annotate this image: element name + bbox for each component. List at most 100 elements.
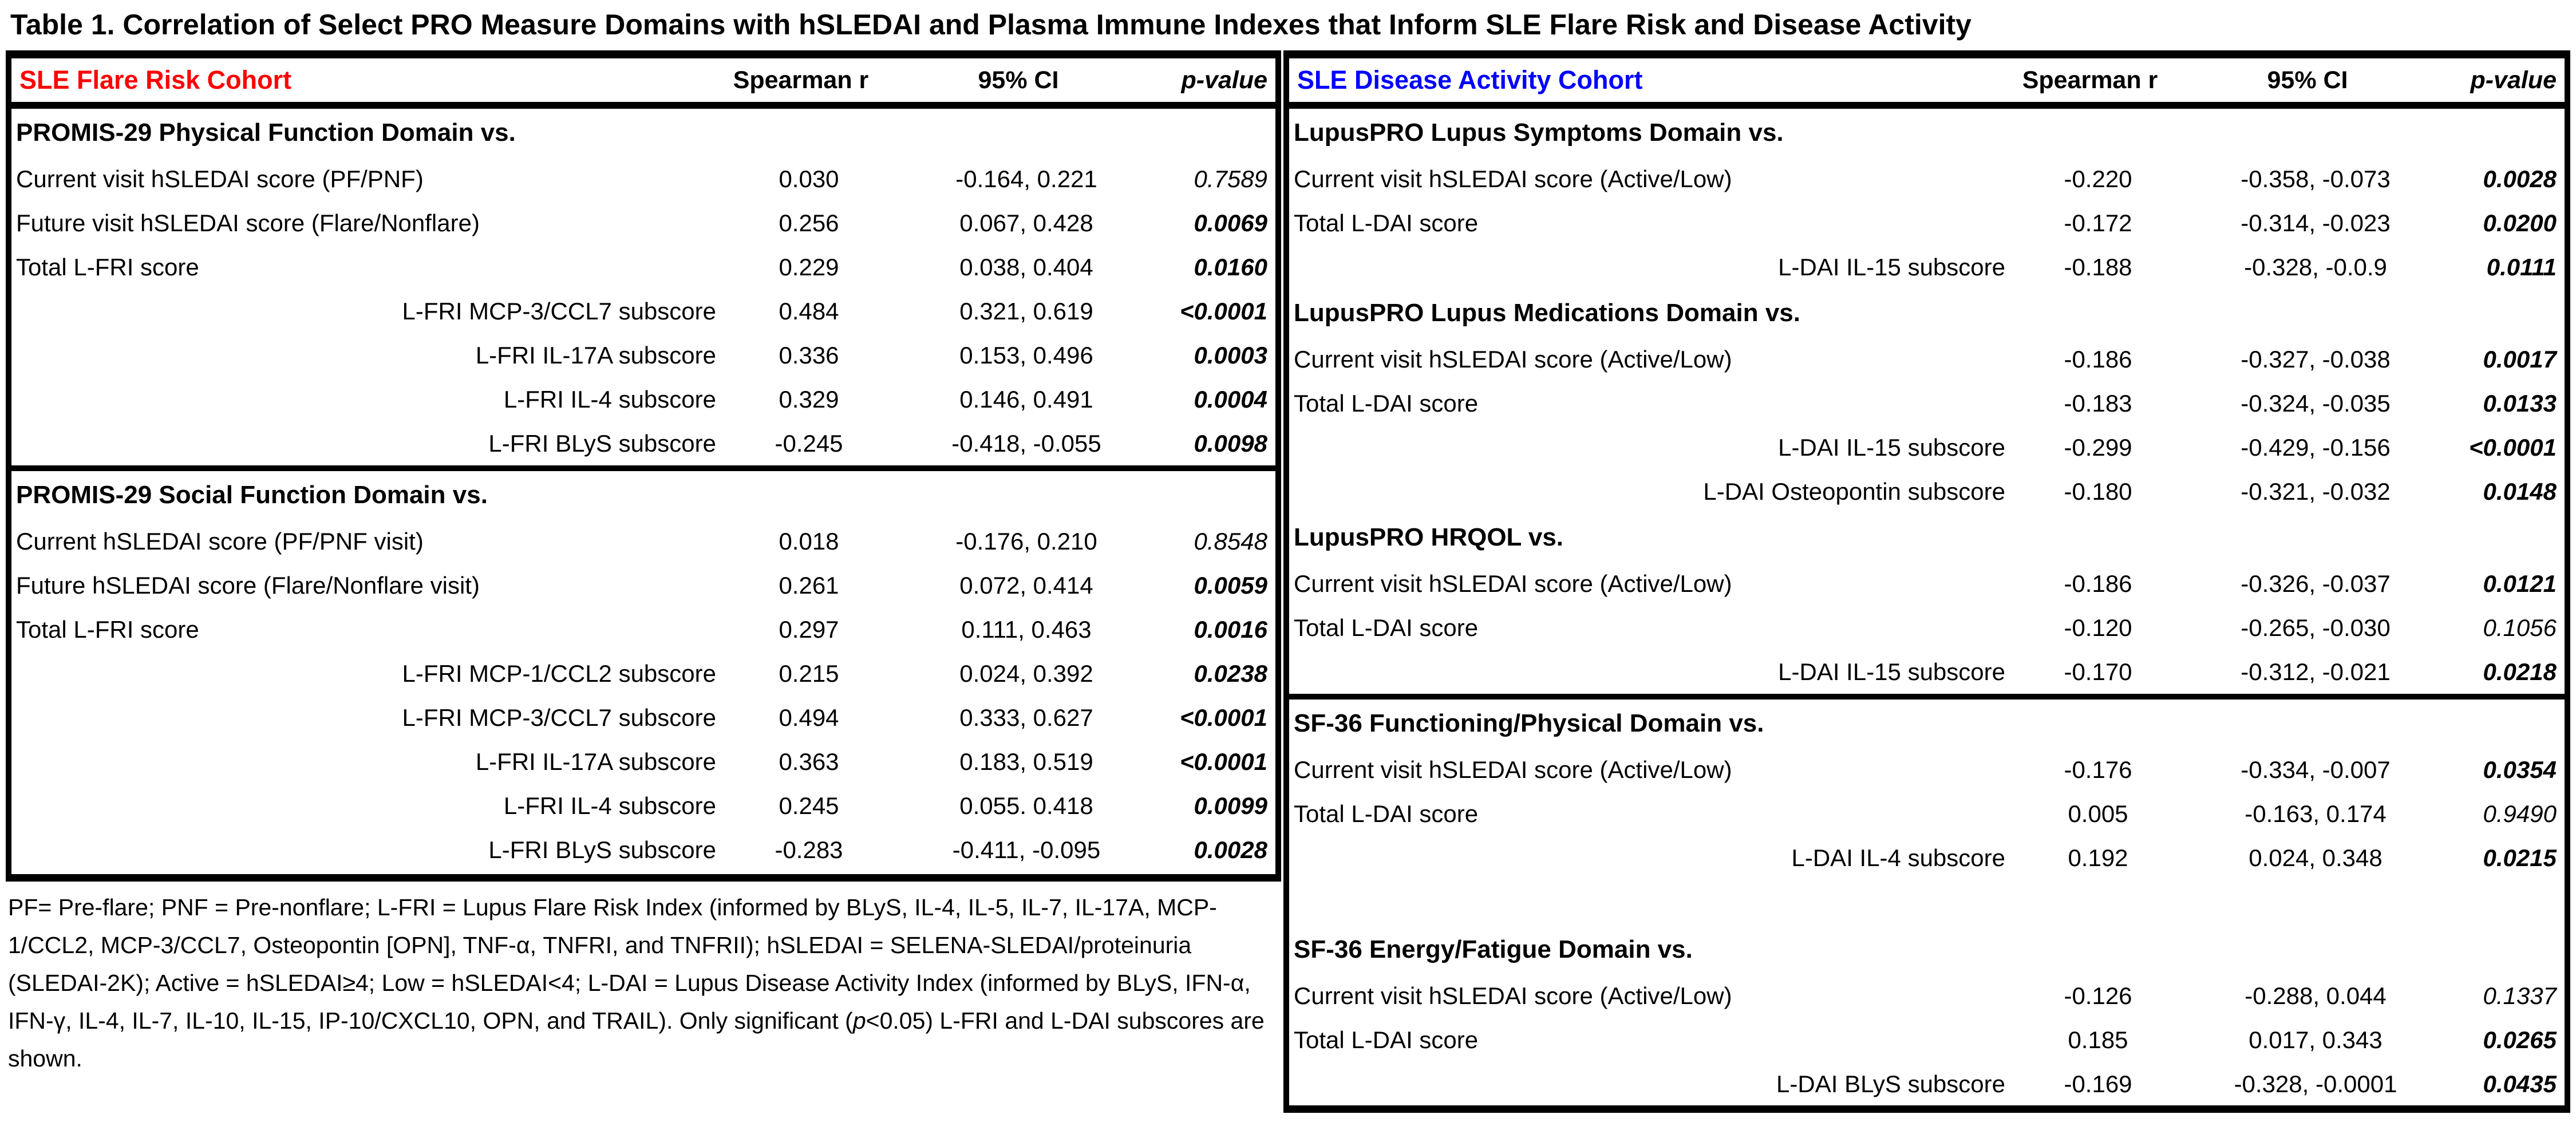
data-row: L-FRI IL-17A subscore 0.336 0.153, 0.496 0.…	[11, 333, 1275, 377]
ci-value: -0.314, -0.023	[2241, 209, 2391, 236]
p-value: 0.0354	[2483, 756, 2557, 783]
p-value: <0.0001	[2469, 433, 2557, 461]
row-label: Total L-DAI score	[1294, 614, 1479, 641]
p-value: 0.0004	[1194, 385, 1267, 413]
ci-value: 0.183, 0.519	[959, 748, 1093, 775]
col-header-95ci: 95% CI	[2267, 66, 2348, 94]
col-header-pvalue: p-value	[2470, 66, 2557, 94]
footnote-text-2: <0.05) L-FRI and L-DAI subscores are sho…	[8, 1007, 1265, 1072]
cohort-label-disease-activity: SLE Disease Activity Cohort	[1297, 65, 1643, 94]
section-header-row: SF-36 Energy/Fatigue Domain vs.	[1294, 935, 1693, 963]
p-value: 0.0215	[2483, 844, 2557, 871]
ci-value: -0.324, -0.035	[2241, 389, 2391, 417]
ci-value: -0.288, 0.044	[2245, 982, 2387, 1009]
section-header-row: LupusPRO HRQOL vs.	[1294, 523, 1564, 551]
spearman-value: 0.363	[779, 748, 839, 775]
spearman-value: -0.172	[2064, 209, 2132, 236]
spearman-value: -0.245	[775, 429, 843, 457]
ci-value: -0.358, -0.073	[2241, 165, 2391, 192]
ci-value: -0.328, -0.0001	[2234, 1070, 2397, 1097]
spearman-value: 0.005	[2068, 800, 2128, 827]
spearman-value: -0.220	[2064, 165, 2132, 192]
data-row: Current visit hSLEDAI score (PF/PNF) 0.03…	[11, 157, 1275, 201]
data-row: Total L-FRI score 0.297 0.111, 0.463 0.0016	[11, 607, 1275, 651]
ci-value: -0.326, -0.037	[2241, 570, 2391, 597]
p-value: 0.0238	[1194, 659, 1267, 687]
p-value: 0.0003	[1194, 341, 1267, 369]
ci-value: -0.321, -0.032	[2241, 477, 2391, 505]
spearman-value: -0.186	[2064, 345, 2132, 373]
col-header-pvalue: p-value	[1181, 66, 1267, 94]
p-value: <0.0001	[1180, 748, 1267, 775]
p-value: 0.0435	[2483, 1070, 2557, 1097]
ci-value: 0.055. 0.418	[959, 792, 1093, 819]
spearman-value: 0.030	[779, 165, 839, 192]
data-row: Total L-FRI score 0.229 0.038, 0.404 0.0160	[11, 245, 1275, 289]
table-title: Table 1. Correlation of Select PRO Measu…	[10, 9, 1971, 41]
data-row: Total L-DAI score -0.120 -0.265, -0.030 0.1…	[1289, 606, 2565, 650]
data-row: Current visit hSLEDAI score (Active/Low)…	[1289, 337, 2565, 381]
p-value: 0.0111	[2486, 253, 2557, 280]
row-label: L-DAI BLyS subscore	[1776, 1070, 2005, 1097]
ci-value: -0.328, -0.0.9	[2244, 253, 2387, 280]
p-value: 0.0133	[2483, 389, 2557, 417]
section-header-row: PROMIS-29 Physical Function Domain vs.	[16, 118, 516, 147]
row-label: Total L-DAI score	[1294, 209, 1479, 236]
ci-value: -0.418, -0.055	[951, 429, 1101, 457]
ci-value: -0.411, -0.095	[952, 836, 1101, 863]
data-row: Future visit hSLEDAI score (Flare/Nonfla…	[11, 201, 1275, 245]
row-label: Current visit hSLEDAI score (Active/Low)	[1294, 982, 1732, 1009]
data-row: L-DAI BLyS subscore -0.169 -0.328, -0.0001…	[1289, 1062, 2565, 1105]
spearman-value: -0.120	[2064, 614, 2132, 641]
data-row: Current visit hSLEDAI score (Active/Low)…	[1289, 157, 2565, 201]
data-row: Current hSLEDAI score (PF/PNF visit) 0.01…	[11, 519, 1275, 563]
ci-value: 0.024, 0.392	[959, 659, 1093, 687]
data-row: L-DAI IL-15 subscore -0.170 -0.312, -0.021…	[1289, 650, 2565, 694]
ci-value: 0.038, 0.404	[959, 253, 1093, 280]
data-row: L-DAI IL-4 subscore 0.192 0.024, 0.348 0.02…	[1289, 836, 2565, 880]
ci-value: 0.017, 0.343	[2249, 1026, 2383, 1053]
p-value: 0.0160	[1194, 253, 1267, 280]
spearman-value: -0.180	[2064, 477, 2132, 505]
footnote-text-1: PF= Pre-flare; PNF = Pre-nonflare; L-FRI…	[8, 894, 1251, 1034]
spearman-value: 0.494	[779, 704, 839, 731]
row-label: Total L-FRI score	[16, 253, 199, 280]
p-value: <0.0001	[1180, 297, 1267, 325]
flare-risk-table-body: PROMIS-29 Physical Function Domain vs. Cu…	[11, 109, 1275, 872]
row-label: Current visit hSLEDAI score (Active/Low)	[1294, 570, 1732, 597]
p-value: 0.0059	[1194, 571, 1267, 599]
row-label: Total L-DAI score	[1294, 800, 1479, 827]
p-value: 0.0017	[2483, 345, 2557, 373]
data-row: L-FRI MCP-1/CCL2 subscore 0.215 0.024, 0.3…	[11, 651, 1275, 696]
disease-activity-header-row: SLE Disease Activity Cohort Spearman r 9…	[1289, 58, 2565, 109]
ci-value: 0.072, 0.414	[959, 571, 1093, 599]
spearman-value: -0.170	[2064, 658, 2132, 685]
ci-value: 0.153, 0.496	[959, 341, 1093, 369]
data-row: L-FRI MCP-3/CCL7 subscore 0.494 0.333, 0.6…	[11, 696, 1275, 740]
ci-value: 0.024, 0.348	[2249, 844, 2383, 871]
row-label: L-FRI IL-4 subscore	[503, 385, 716, 413]
flare-risk-cohort-table: SLE Flare Risk Cohort Spearman r 95% CI …	[6, 50, 1281, 882]
row-label: L-FRI MCP-3/CCL7 subscore	[402, 704, 716, 731]
spearman-value: 0.297	[779, 615, 839, 643]
row-label: Current visit hSLEDAI score (PF/PNF)	[16, 165, 424, 192]
row-label: L-FRI IL-17A subscore	[475, 341, 716, 369]
row-label: L-FRI BLyS subscore	[488, 429, 716, 457]
spearman-value: 0.215	[779, 659, 839, 687]
spearman-value: -0.188	[2064, 253, 2132, 280]
data-row: L-FRI BLyS subscore -0.283 -0.411, -0.095 0…	[11, 828, 1275, 872]
p-value: 0.7589	[1194, 165, 1267, 192]
disease-activity-table-body: LupusPRO Lupus Symptoms Domain vs. Curren…	[1289, 109, 2565, 1105]
data-row: L-FRI IL-4 subscore 0.245 0.055. 0.418 0.00…	[11, 784, 1275, 828]
data-row: Total L-DAI score 0.185 0.017, 0.343 0.0265	[1289, 1018, 2565, 1062]
data-row: Current visit hSLEDAI score (Active/Low)…	[1289, 562, 2565, 606]
data-row: L-FRI IL-4 subscore 0.329 0.146, 0.491 0.00…	[11, 377, 1275, 421]
row-label: Total L-FRI score	[16, 615, 199, 643]
p-value: 0.0069	[1194, 209, 1267, 236]
row-label: L-FRI BLyS subscore	[488, 836, 716, 863]
row-label: L-FRI MCP-3/CCL7 subscore	[402, 297, 716, 325]
row-label: Total L-DAI score	[1294, 389, 1479, 417]
p-value: <0.0001	[1180, 704, 1267, 731]
footnote-p-italic: p	[852, 1007, 866, 1034]
ci-value: 0.067, 0.428	[959, 209, 1093, 236]
